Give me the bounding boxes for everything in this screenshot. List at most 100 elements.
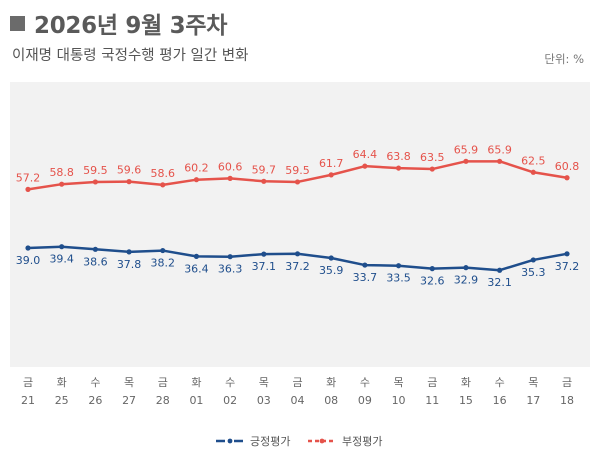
x-tick-date: 26 [88, 394, 102, 407]
positive-data-label: 32.1 [487, 276, 512, 289]
negative-data-label: 64.4 [353, 148, 378, 161]
x-tick-day: 수 [360, 376, 370, 389]
x-tick-day: 금 [158, 376, 168, 389]
negative-data-label: 63.8 [386, 150, 411, 163]
negative-legend-label: 부정평가 [342, 435, 382, 448]
x-tick-day: 금 [562, 376, 572, 389]
positive-point [227, 254, 233, 260]
negative-point [463, 158, 469, 164]
chart-title: 2026년 9월 3주차 [34, 13, 228, 39]
negative-legend-marker [319, 438, 325, 444]
positive-point [160, 247, 166, 254]
x-tick-day: 수 [495, 376, 505, 389]
negative-data-label: 59.5 [83, 164, 108, 177]
x-tick-date: 04 [291, 394, 305, 407]
x-tick-day: 수 [90, 376, 100, 389]
x-tick-date: 09 [358, 394, 372, 407]
x-tick-day: 화 [461, 376, 471, 389]
negative-point [25, 186, 31, 192]
x-tick-day: 목 [528, 376, 538, 389]
negative-data-label: 60.6 [218, 160, 243, 173]
negative-data-label: 60.2 [184, 162, 209, 175]
x-tick-day: 목 [394, 376, 404, 389]
positive-point [429, 266, 435, 272]
title-square-icon [10, 15, 25, 31]
positive-data-label: 35.3 [521, 266, 546, 279]
positive-data-label: 39.4 [49, 253, 74, 266]
positive-data-label: 37.1 [252, 260, 277, 273]
positive-point [92, 246, 98, 252]
positive-point [395, 263, 402, 269]
negative-data-label: 59.6 [117, 164, 142, 177]
positive-point [497, 267, 503, 273]
positive-data-label: 37.2 [555, 260, 580, 273]
negative-data-label: 58.8 [49, 166, 74, 179]
negative-point [328, 172, 334, 178]
negative-point [564, 175, 570, 181]
x-tick-date: 08 [324, 394, 338, 407]
negative-data-label: 65.9 [487, 143, 512, 156]
chart-subtitle: 이재명 대통령 국정수행 평가 일간 변화 [12, 48, 249, 64]
positive-point [126, 249, 132, 255]
positive-point [294, 251, 301, 257]
x-tick-date: 11 [425, 394, 439, 407]
positive-data-label: 32.9 [454, 274, 479, 287]
positive-data-label: 39.0 [16, 254, 41, 267]
positive-legend-marker [227, 438, 233, 444]
positive-point [25, 245, 31, 251]
x-tick-date: 18 [560, 394, 574, 407]
positive-data-label: 35.9 [319, 264, 344, 277]
x-tick-day: 목 [259, 376, 269, 389]
positive-data-label: 37.8 [117, 258, 142, 271]
plot-area [10, 82, 590, 367]
positive-point [261, 251, 267, 257]
negative-data-label: 58.6 [151, 167, 176, 180]
x-tick-day: 금 [427, 376, 437, 389]
negative-point [497, 158, 503, 164]
negative-point [227, 175, 233, 181]
x-tick-day: 화 [326, 376, 336, 389]
negative-point [160, 182, 166, 188]
positive-point [193, 253, 200, 259]
x-tick-date: 15 [459, 394, 473, 407]
negative-point [294, 179, 301, 185]
positive-data-label: 33.5 [386, 272, 411, 285]
positive-data-label: 33.7 [353, 271, 378, 284]
positive-data-label: 37.2 [285, 260, 310, 273]
chart-header: 2026년 9월 3주차 [10, 6, 227, 40]
negative-point [362, 163, 368, 169]
x-tick-day: 화 [191, 376, 201, 389]
positive-data-label: 38.2 [151, 257, 176, 270]
positive-data-label: 36.4 [184, 262, 209, 275]
negative-data-label: 60.8 [555, 160, 580, 173]
x-tick-day: 목 [124, 376, 134, 389]
x-tick-date: 25 [55, 394, 69, 407]
positive-legend-label: 긍정평가 [250, 435, 290, 448]
negative-point [429, 166, 435, 172]
x-tick-date: 28 [156, 394, 170, 407]
negative-point [92, 179, 98, 185]
negative-point [59, 181, 65, 187]
positive-point [328, 255, 334, 261]
positive-data-label: 32.6 [420, 275, 445, 288]
x-tick-date: 21 [21, 394, 35, 407]
negative-data-label: 63.5 [420, 151, 445, 164]
negative-data-label: 65.9 [454, 143, 479, 156]
negative-data-label: 59.5 [285, 164, 310, 177]
x-tick-day: 화 [57, 376, 67, 389]
positive-point [564, 251, 570, 257]
positive-data-label: 38.6 [83, 255, 108, 268]
negative-point [261, 178, 267, 184]
x-tick-date: 16 [493, 394, 507, 407]
negative-data-label: 62.5 [521, 154, 546, 167]
negative-point [530, 169, 536, 175]
negative-data-label: 59.7 [252, 163, 277, 176]
x-tick-day: 금 [23, 376, 33, 389]
unit-label: 단위: % [544, 52, 584, 66]
x-tick-day: 수 [225, 376, 235, 389]
positive-data-label: 36.3 [218, 263, 243, 276]
positive-point [463, 265, 469, 271]
positive-point [362, 262, 368, 268]
x-tick-date: 27 [122, 394, 136, 407]
